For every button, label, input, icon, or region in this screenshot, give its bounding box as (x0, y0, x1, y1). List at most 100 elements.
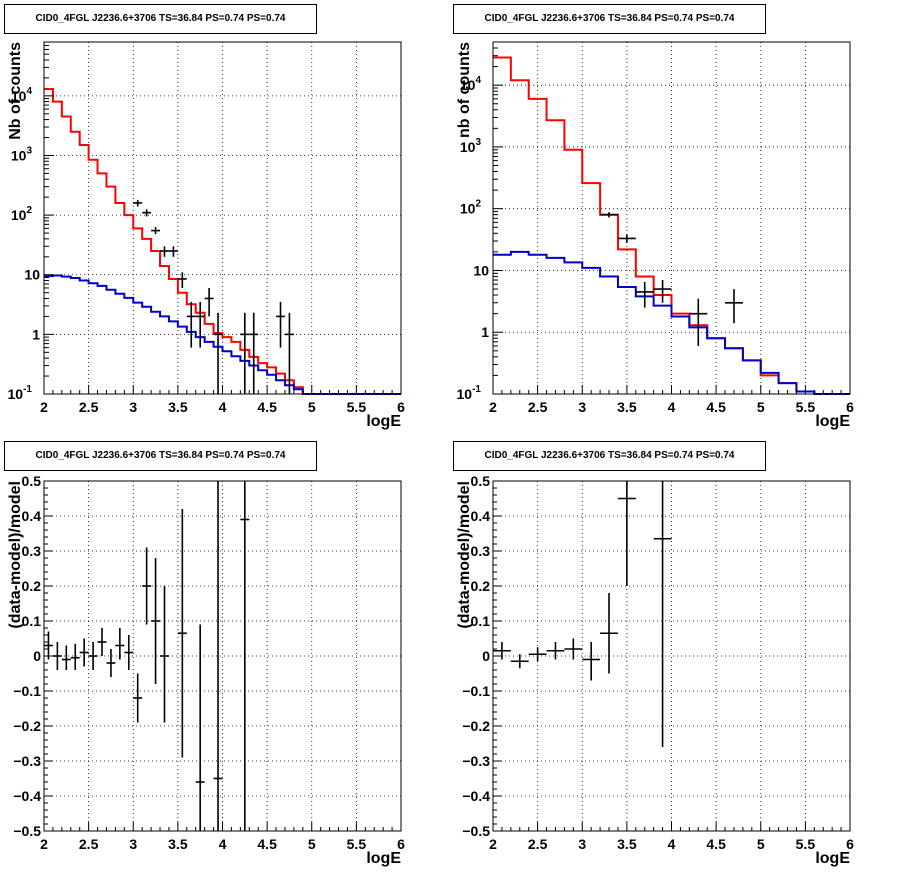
y-tick-label: 10 (24, 267, 40, 283)
data-point (653, 481, 672, 747)
data-point (44, 631, 53, 660)
data-point (115, 628, 125, 660)
data-point (725, 289, 743, 324)
data-point (600, 593, 618, 674)
x-tick-label: 2 (40, 399, 48, 415)
y-tick-label: 0 (33, 648, 41, 664)
x-tick-label: 5 (757, 399, 765, 415)
x-tick-label: 3.5 (168, 399, 188, 415)
y-tick-label: −0.5 (13, 823, 41, 839)
y-tick-label: 103 (460, 137, 482, 155)
chart-title: CID0_4FGL J2236.6+3706 TS=36.84 PS=0.74 … (4, 441, 317, 471)
data-point (177, 272, 187, 288)
data-point (88, 642, 98, 670)
y-tick-label: 0.2 (22, 578, 42, 594)
x-tick-label: 3.5 (617, 836, 637, 852)
x-tick-label: 3 (578, 836, 586, 852)
data-point (600, 212, 618, 218)
y-tick-label: 1 (32, 326, 40, 342)
data-point (186, 301, 196, 348)
x-tick-label: 2.5 (528, 836, 548, 852)
x-tick-label: 6 (397, 399, 405, 415)
data-point (617, 481, 636, 586)
y-tick-label: 0.3 (22, 543, 42, 559)
y-tick-label: 102 (11, 205, 33, 223)
x-tick-label: 3.5 (168, 836, 188, 852)
data-point (582, 642, 601, 681)
data-point (70, 643, 80, 670)
data-point (133, 673, 143, 723)
data-point (528, 647, 547, 662)
x-tick-label: 6 (846, 836, 854, 852)
data-point (151, 227, 161, 235)
x-tick-label: 2 (489, 836, 497, 852)
x-tick-label: 4.5 (257, 836, 277, 852)
x-axis-label: logE (815, 850, 850, 867)
y-tick-label: 0.5 (22, 473, 42, 489)
x-tick-label: 4.5 (706, 399, 726, 415)
y-tick-label: 0.4 (471, 508, 491, 524)
y-axis-label: nb of counts (456, 42, 473, 138)
y-tick-label: 0.2 (471, 578, 491, 594)
x-tick-label: 4 (668, 399, 676, 415)
y-tick-label: −0.1 (462, 683, 490, 699)
data-point (160, 586, 169, 723)
y-tick-label: −0.4 (462, 788, 490, 804)
data-point (617, 234, 636, 243)
data-point (142, 209, 152, 217)
x-tick-label: 4.5 (257, 399, 277, 415)
chart-panel: 2 2.5 3 3.5 4 4.5 5 5.5 6 10-1 1 10 102 103 104 logE Nb … (7, 41, 405, 430)
x-tick-label: 2 (489, 399, 497, 415)
data-point (195, 301, 205, 348)
x-tick-label: 4 (219, 399, 227, 415)
x-tick-label: 4 (219, 836, 227, 852)
y-tick-label: 0.5 (471, 473, 491, 489)
x-tick-label: 6 (846, 399, 854, 415)
data-point (195, 624, 205, 831)
x-tick-label: 4.5 (706, 836, 726, 852)
x-tick-label: 3 (578, 399, 586, 415)
y-tick-label: 104 (11, 86, 33, 104)
chart-title: CID0_4FGL J2236.6+3706 TS=36.84 PS=0.74 … (4, 4, 317, 34)
y-tick-label: −0.5 (462, 823, 490, 839)
data-point (240, 481, 250, 831)
y-tick-label: 1 (481, 324, 489, 340)
data-point (249, 312, 259, 394)
x-axis-label: logE (366, 413, 401, 430)
data-point (133, 199, 143, 207)
chart-panel: 2 2.5 3 3.5 4 4.5 5 5.5 6 10-1 1 10 102 103 104 logE nb … (456, 41, 854, 430)
x-tick-label: 5.5 (796, 836, 816, 852)
data-point (79, 638, 89, 667)
y-tick-label: −0.2 (13, 718, 41, 734)
data-point (564, 638, 583, 660)
x-tick-label: 2.5 (79, 399, 99, 415)
data-point (284, 312, 294, 394)
x-tick-label: 5 (308, 836, 316, 852)
y-tick-label: 103 (11, 145, 33, 163)
y-tick-label: 0.1 (22, 613, 42, 629)
data-point (653, 280, 672, 303)
y-axis-label: (data-model)/model (456, 481, 473, 629)
chart-title: CID0_4FGL J2236.6+3706 TS=36.84 PS=0.74 … (453, 4, 766, 34)
data-point (546, 642, 565, 660)
data-point (160, 246, 169, 257)
data-point (635, 282, 654, 308)
data-point (213, 481, 223, 831)
data-point (151, 558, 161, 684)
y-tick-label: −0.1 (13, 683, 41, 699)
x-tick-label: 2 (40, 836, 48, 852)
y-axis-label: Nb of counts (7, 42, 24, 140)
data-point (213, 312, 223, 394)
y-tick-label: −0.3 (13, 753, 41, 769)
chart-panel: 2 2.5 3 3.5 4 4.5 5 5.5 6 −0.5 −0.4 −0.3 −0.2 −0.1 0 0.… (456, 473, 854, 867)
y-tick-label: 10-1 (457, 384, 482, 402)
x-tick-label: 5 (757, 836, 765, 852)
data-point (142, 547, 152, 625)
y-tick-label: 0.4 (22, 508, 42, 524)
y-tick-label: 10-1 (8, 384, 33, 402)
y-tick-label: −0.2 (462, 718, 490, 734)
data-point (168, 246, 178, 257)
data-point (124, 635, 134, 670)
x-tick-label: 3 (129, 836, 137, 852)
